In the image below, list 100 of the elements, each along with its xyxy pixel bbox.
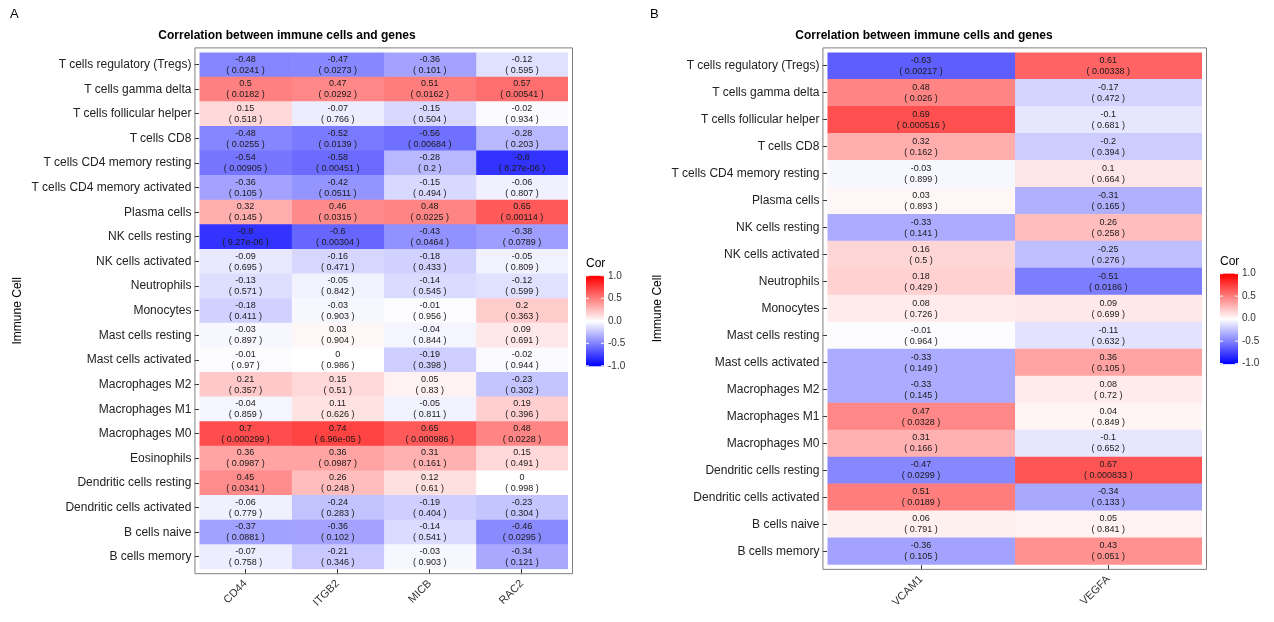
data-label: 0.15 ( 0.518 ) (228, 102, 263, 124)
text: B (650, 6, 659, 22)
data-label: 0.32 ( 0.162 ) (904, 135, 938, 157)
data-label: -0.01 ( 0.964 ) (904, 324, 938, 346)
data-label: -0.03 ( 0.903 ) (413, 545, 447, 567)
data-label: 0.61 ( 0.00338 ) (1086, 54, 1131, 76)
data-label: 0.03 ( 0.893 ) (904, 189, 938, 211)
data-label: 0.47 ( 0.0328 ) (901, 405, 941, 427)
data-label: -0.07 ( 0.766 ) (320, 102, 355, 124)
color-bar-title: Cor (586, 256, 606, 271)
data-label: 0.06 ( 0.791 ) (904, 513, 938, 535)
data-label: -0.33 ( 0.145 ) (904, 378, 938, 400)
data-label: -0.06 ( 0.807 ) (505, 176, 539, 198)
y-tick-label: T cells CD4 memory resting (43, 155, 192, 170)
data-label: -0.11 ( 0.632 ) (1091, 324, 1126, 346)
y-tick-label: B cells memory (109, 549, 192, 564)
color-bar-label: 0.0 (608, 314, 623, 326)
data-label: -0.36 ( 0.102 ) (320, 521, 355, 543)
y-tick-label: NK cells resting (736, 220, 820, 235)
data-label: 0.48 ( 0.0228 ) (502, 422, 542, 444)
data-label: -0.01 ( 0.956 ) (413, 299, 447, 321)
data-label: -0.8 ( 9.27e-06 ) (222, 225, 269, 247)
data-label: -0.36 ( 0.105 ) (228, 176, 263, 198)
data-label: -0.09 ( 0.695 ) (228, 250, 263, 272)
data-label: -0.47 ( 0.0299 ) (901, 459, 941, 481)
y-tick-label: Plasma cells (124, 204, 192, 219)
y-tick-label: NK cells resting (108, 229, 192, 244)
data-label: 0.08 ( 0.72 ) (1094, 378, 1123, 400)
data-label: -0.52 ( 0.0139 ) (318, 127, 357, 149)
data-label: -0.34 ( 0.121 ) (505, 545, 539, 567)
data-label: -0.12 ( 0.595 ) (505, 53, 539, 75)
data-label: 0.51 ( 0.0162 ) (410, 78, 450, 100)
y-tick-label: Macrophages M2 (98, 376, 192, 391)
color-bar-label: 0.0 (1242, 312, 1257, 324)
data-label: 0 ( 0.986 ) (320, 349, 355, 370)
data-label: 0.69 ( 0.000516 ) (896, 108, 946, 130)
data-label: 0.36 ( 0.105 ) (1091, 351, 1126, 373)
data-label: 0.31 ( 0.161 ) (413, 447, 447, 469)
data-label: -0.07 ( 0.758 ) (228, 545, 263, 567)
data-label: 0.7 ( 0.000299 ) (221, 422, 270, 444)
data-label: -0.01 ( 0.97 ) (231, 349, 260, 370)
y-tick-label: T cells follicular helper (700, 112, 820, 127)
data-label: -0.18 ( 0.411 ) (229, 299, 262, 321)
color-bar-label: 0.5 (1242, 289, 1257, 301)
data-label: -0.43 ( 0.0464 ) (410, 225, 450, 247)
data-label: -0.58 ( 0.00451 ) (315, 152, 360, 174)
data-label: 0.09 ( 0.699 ) (1091, 297, 1126, 319)
data-label: -0.18 ( 0.433 ) (413, 250, 447, 272)
data-label: 0.65 ( 0.000986 ) (405, 422, 455, 444)
data-label: 0.36 ( 0.0987 ) (318, 447, 357, 469)
data-label: 0.31 ( 0.166 ) (904, 432, 938, 454)
y-tick-label: Macrophages M0 (726, 435, 820, 450)
y-tick-label: Macrophages M2 (726, 381, 820, 396)
data-label: -0.25 ( 0.276 ) (1091, 243, 1126, 265)
y-tick-label: Plasma cells (752, 193, 820, 208)
y-tick-label: Mast cells activated (86, 352, 192, 367)
data-label: 0.65 ( 0.00114 ) (500, 201, 544, 223)
data-label: 0.67 ( 0.000833 ) (1084, 459, 1133, 481)
data-label: -0.03 ( 0.897 ) (228, 324, 263, 346)
data-label: -0.1 ( 0.652 ) (1091, 432, 1126, 454)
data-label: -0.06 ( 0.779 ) (228, 496, 263, 518)
data-label: -0.48 ( 0.0241 ) (226, 53, 265, 75)
data-label: 0.12 ( 0.61 ) (415, 472, 445, 494)
chart-title: Correlation between immune cells and genes (158, 27, 417, 42)
data-label: -0.04 ( 0.859 ) (228, 398, 263, 420)
data-label: 0.26 ( 0.248 ) (320, 472, 355, 494)
y-tick-label: Macrophages M1 (98, 401, 192, 416)
data-label: -0.02 ( 0.944 ) (505, 349, 539, 370)
data-label: -0.28 ( 0.203 ) (505, 127, 539, 149)
data-label: -0.31 ( 0.165 ) (1091, 189, 1126, 211)
data-label: -0.8 ( 8.27e-06 ) (498, 152, 546, 174)
y-tick-label: Monocytes (761, 300, 820, 315)
data-label: 0.15 ( 0.491 ) (505, 447, 539, 469)
data-label: -0.05 ( 0.809 ) (505, 250, 539, 272)
y-tick-label: Mast cells resting (98, 327, 192, 342)
y-tick-label: B cells naive (124, 524, 192, 539)
color-bar-title: Cor (1220, 253, 1240, 268)
data-label: -0.21 ( 0.346 ) (320, 545, 355, 567)
y-tick-label: T cells follicular helper (72, 106, 192, 121)
data-label: -0.12 ( 0.599 ) (505, 275, 539, 297)
data-label: -0.05 ( 0.811 ) (413, 398, 447, 420)
data-label: -0.54 ( 0.00905 ) (223, 152, 268, 174)
data-label: -0.46 ( 0.0295 ) (502, 521, 542, 543)
data-label: 0.36 ( 0.0987 ) (226, 447, 265, 469)
data-label: -0.2 ( 0.394 ) (1091, 135, 1126, 157)
y-tick-label: Eosinophils (130, 450, 192, 465)
data-label: 0.18 ( 0.429 ) (904, 270, 938, 292)
data-label: -0.36 ( 0.101 ) (413, 53, 447, 75)
data-label: -0.63 ( 0.00217 ) (899, 54, 943, 76)
data-label: 0.43 ( 0.051 ) (1091, 540, 1126, 562)
data-label: -0.17 ( 0.472 ) (1091, 81, 1126, 103)
data-label: 0.08 ( 0.726 ) (904, 297, 938, 319)
data-label: -0.1 ( 0.681 ) (1091, 108, 1126, 130)
data-label: 0.47 ( 0.0292 ) (318, 78, 357, 100)
y-tick-label: T cells CD8 (757, 139, 820, 154)
color-bar-label: -0.5 (608, 337, 626, 349)
data-label: 0.03 ( 0.904 ) (320, 324, 355, 346)
data-label: 0.5 ( 0.0182 ) (226, 78, 265, 100)
color-bar-label: -1.0 (608, 359, 626, 371)
data-label: -0.24 ( 0.283 ) (320, 496, 355, 518)
